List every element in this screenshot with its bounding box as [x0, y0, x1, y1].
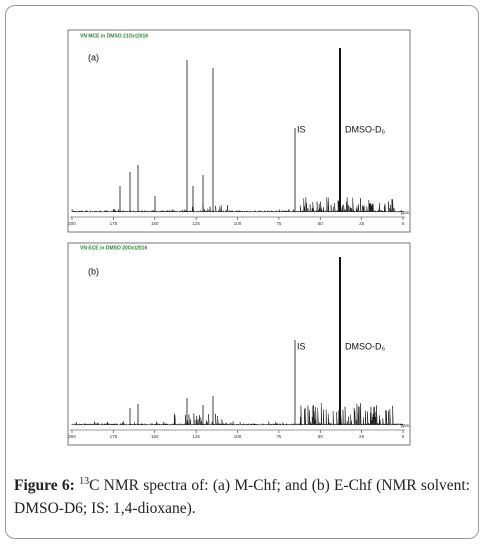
panel-border [67, 242, 411, 446]
caption-superscript: 13 [79, 476, 90, 487]
caption-label: Figure 6: [14, 477, 75, 495]
x-tick-label: 25 [359, 221, 365, 226]
is-label: IS [297, 124, 306, 134]
peaks [129, 257, 341, 425]
x-tick-label: 50 [318, 434, 324, 439]
solvent-label: DMSO-D₆ [345, 341, 385, 351]
x-tick-label: 25 [359, 434, 365, 439]
x-tick-label: 200 [68, 434, 76, 439]
x-tick-label: 125 [192, 221, 200, 226]
panel-label: (b) [88, 266, 99, 276]
panel-border [67, 29, 411, 233]
x-tick-label: 175 [110, 434, 118, 439]
panel-header: VN MCE in DMSO 21Oct2016 [80, 33, 148, 39]
figure-frame [5, 5, 479, 539]
x-tick-label: 150 [151, 221, 159, 226]
axis-unit: ppm [401, 210, 410, 215]
spectrum-panel: VN ECE in DMSO 20Oct2016 (b) IS DMSO-D₆ … [67, 242, 411, 446]
x-tick-label: 125 [192, 434, 200, 439]
spectrum-panel: VN MCE in DMSO 21Oct2016 (a) IS DMSO-D₆ … [67, 29, 411, 233]
x-tick-label: 75 [276, 434, 282, 439]
x-tick-label: 150 [151, 434, 159, 439]
caption-text: C NMR spectra of: (a) M-Chf; and (b) E-C… [14, 477, 470, 518]
x-tick-label: 0 [402, 221, 405, 226]
axis-unit: ppm [401, 423, 410, 428]
x-tick-label: 100 [234, 434, 242, 439]
x-tick-label: 75 [276, 221, 282, 226]
solvent-label: DMSO-D₆ [345, 124, 385, 134]
x-tick-label: 200 [68, 221, 76, 226]
x-tick-label: 175 [110, 221, 118, 226]
spectrum-trace [71, 197, 405, 213]
figure-caption: Figure 6: 13C NMR spectra of: (a) M-Chf;… [14, 470, 470, 520]
is-label: IS [297, 341, 306, 351]
x-tick-label: 100 [234, 221, 242, 226]
x-tick-label: 0 [402, 434, 405, 439]
x-tick-label: 50 [318, 221, 324, 226]
spectrum-trace [71, 402, 405, 426]
panel-header: VN ECE in DMSO 20Oct2016 [80, 245, 147, 251]
panel-label: (a) [88, 52, 99, 62]
